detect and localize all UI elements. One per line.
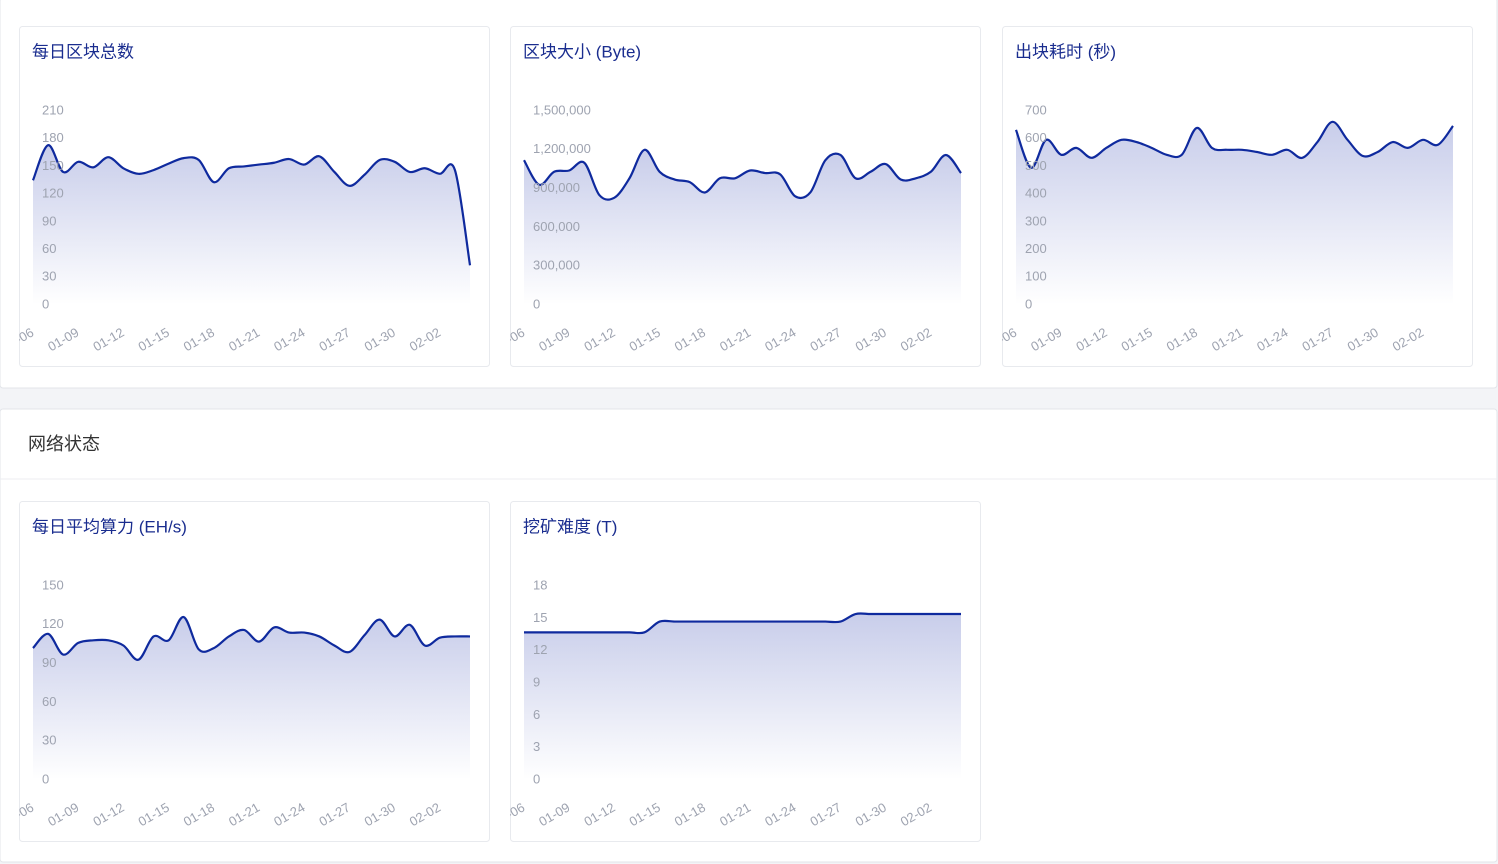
area bbox=[33, 616, 470, 780]
line bbox=[523, 148, 962, 201]
y-tick-label: 9 bbox=[533, 674, 540, 689]
y-tick-label: 15 bbox=[533, 610, 547, 625]
y-tick-label: 120 bbox=[42, 186, 64, 201]
y-tick-label: 300 bbox=[1025, 213, 1047, 228]
line bbox=[523, 612, 961, 635]
y-tick-label: 18 bbox=[533, 577, 547, 592]
y-tick-label: 200 bbox=[1025, 241, 1047, 256]
chart-title: 出块耗时 (秒) bbox=[1015, 42, 1116, 61]
line bbox=[1014, 120, 1454, 169]
y-tick-label: 600 bbox=[1025, 130, 1047, 145]
y-tick-label: 400 bbox=[1025, 186, 1047, 201]
y-tick-label: 12 bbox=[533, 642, 547, 657]
y-tick-label: 90 bbox=[42, 655, 56, 670]
y-tick-label: 1,200,000 bbox=[533, 141, 591, 156]
area bbox=[33, 145, 470, 305]
chart-title: 挖矿难度 (T) bbox=[523, 517, 617, 536]
y-tick-label: 900,000 bbox=[533, 180, 580, 195]
y-tick-label: 0 bbox=[533, 771, 540, 786]
y-tick-label: 0 bbox=[42, 771, 49, 786]
area bbox=[524, 149, 961, 305]
chart-title: 每日平均算力 (EH/s) bbox=[32, 517, 187, 536]
y-tick-label: 3 bbox=[533, 739, 540, 754]
y-tick-label: 30 bbox=[42, 733, 56, 748]
y-tick-label: 150 bbox=[42, 577, 64, 592]
chart-title: 区块大小 (Byte) bbox=[523, 42, 641, 61]
y-tick-label: 30 bbox=[42, 269, 56, 284]
y-tick-label: 0 bbox=[533, 296, 540, 311]
area bbox=[1016, 121, 1453, 305]
y-tick-label: 120 bbox=[42, 616, 64, 631]
chart-title: 每日区块总数 bbox=[32, 42, 134, 61]
y-tick-label: 210 bbox=[42, 102, 64, 117]
y-tick-label: 90 bbox=[42, 213, 56, 228]
y-tick-label: 6 bbox=[533, 707, 540, 722]
line bbox=[32, 615, 471, 661]
y-tick-label: 60 bbox=[42, 241, 56, 256]
y-tick-label: 150 bbox=[42, 158, 64, 173]
y-tick-label: 600,000 bbox=[533, 219, 580, 234]
y-tick-label: 180 bbox=[42, 130, 64, 145]
y-tick-label: 0 bbox=[1025, 296, 1032, 311]
y-tick-label: 0 bbox=[42, 296, 49, 311]
y-tick-label: 60 bbox=[42, 694, 56, 709]
y-tick-label: 700 bbox=[1025, 102, 1047, 117]
section-title: 网络状态 bbox=[28, 434, 100, 454]
y-tick-label: 300,000 bbox=[533, 258, 580, 273]
y-tick-label: 500 bbox=[1025, 158, 1047, 173]
y-tick-label: 1,500,000 bbox=[533, 102, 591, 117]
line bbox=[31, 144, 472, 266]
y-tick-label: 100 bbox=[1025, 269, 1047, 284]
area bbox=[524, 613, 961, 780]
